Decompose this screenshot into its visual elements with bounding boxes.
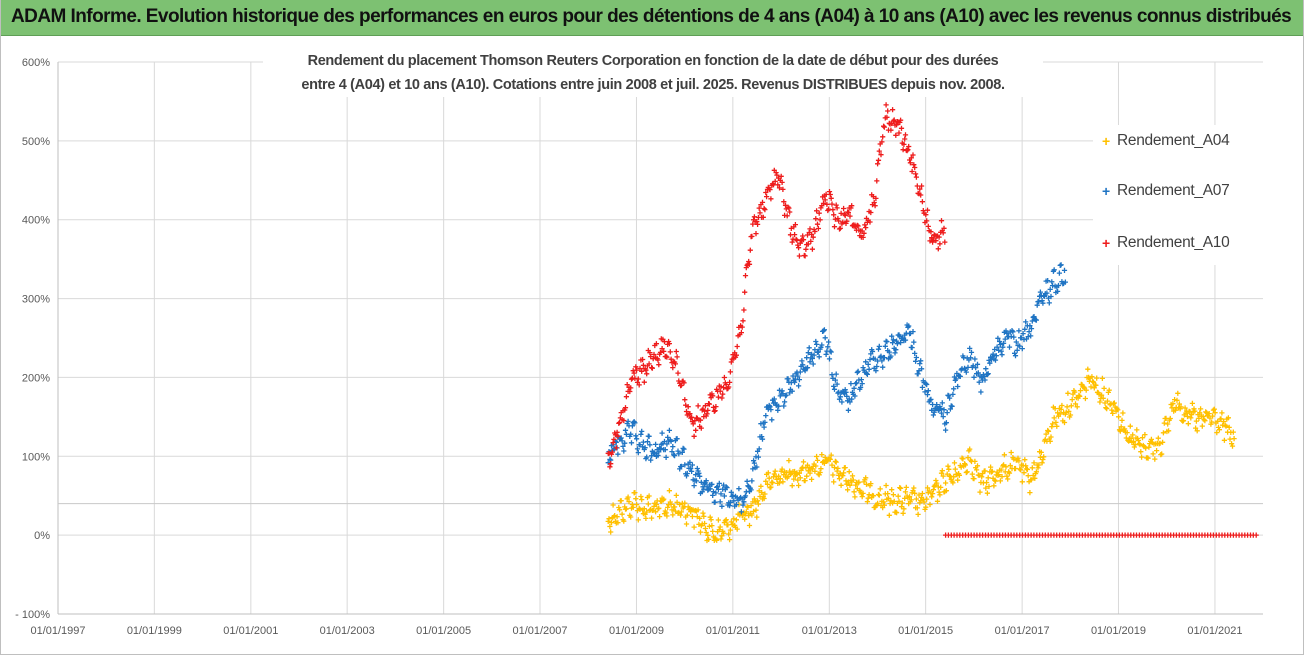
x-tick-label: 01/01/2005 [416,625,471,637]
y-tick-label: 100% [22,451,50,463]
chart-title-line-1: Rendement du placement Thomson Reuters C… [307,53,999,69]
chart-title: Rendement du placement Thomson Reuters C… [263,49,1043,97]
x-tick-label: 01/01/2003 [320,625,375,637]
header-banner: ADAM Informe. Evolution historique des p… [1,0,1303,36]
series-markers [605,366,1237,544]
legend-item-a07: + Rendement_A07 [1099,179,1230,203]
x-tick-label: 01/01/1997 [30,625,85,637]
y-tick-label: 300% [22,294,50,306]
legend-marker-a10: + [1102,235,1110,251]
series-layer [605,102,1259,544]
series-markers [605,262,1068,515]
x-tick-label: 01/01/2015 [898,625,953,637]
y-tick-label: 0% [34,530,50,542]
chart: - 100% 0% 100% 200% 300% 400% 500% 600% 01/01/1… [15,57,1263,637]
x-axis-tick-labels: 01/01/1997 01/01/1999 01/01/2001 01/01/2003… [30,625,1242,637]
x-tick-label: 01/01/2007 [512,625,567,637]
y-tick-label: 400% [22,215,50,227]
chart-legend: + Rendement_A04 + Rendement_A07 + Rendem… [1093,125,1263,265]
x-tick-label: 01/01/2009 [609,625,664,637]
series-rendement-a10 [605,102,948,470]
x-tick-label: 01/01/2017 [995,625,1050,637]
chart-title-line-2: entre 4 (A04) et 10 ans (A10). Cotations… [301,77,1005,93]
chart-grid [57,61,1263,615]
x-tick-label: 01/01/2019 [1091,625,1146,637]
y-tick-label: 500% [22,136,50,148]
y-axis-tick-labels: - 100% 0% 100% 200% 300% 400% 500% 600% [15,57,50,621]
series-markers [943,532,1259,538]
series-markers [605,102,948,470]
x-tick-label: 01/01/2013 [802,625,857,637]
x-tick-label: 01/01/2001 [223,625,278,637]
legend-label-a07: Rendement_A07 [1117,182,1230,199]
page-title: ADAM Informe. Evolution historique des p… [11,6,1292,27]
y-tick-label: 200% [22,372,50,384]
legend-marker-a04: + [1102,133,1110,149]
x-tick-label: 01/01/2021 [1187,625,1242,637]
series-rendement-a04 [605,366,1237,544]
legend-marker-a07: + [1102,183,1110,199]
y-tick-label: - 100% [15,609,50,621]
series-rendement-a10 [943,532,1259,538]
y-tick-label: 600% [22,57,50,69]
legend-item-a04: + Rendement_A04 [1099,129,1230,153]
legend-label-a04: Rendement_A04 [1117,132,1230,149]
x-tick-label: 01/01/2011 [706,625,760,637]
legend-label-a10: Rendement_A10 [1117,234,1230,251]
series-rendement-a07 [605,262,1068,515]
x-tick-label: 01/01/1999 [127,625,182,637]
legend-item-a10: + Rendement_A10 [1099,231,1230,255]
